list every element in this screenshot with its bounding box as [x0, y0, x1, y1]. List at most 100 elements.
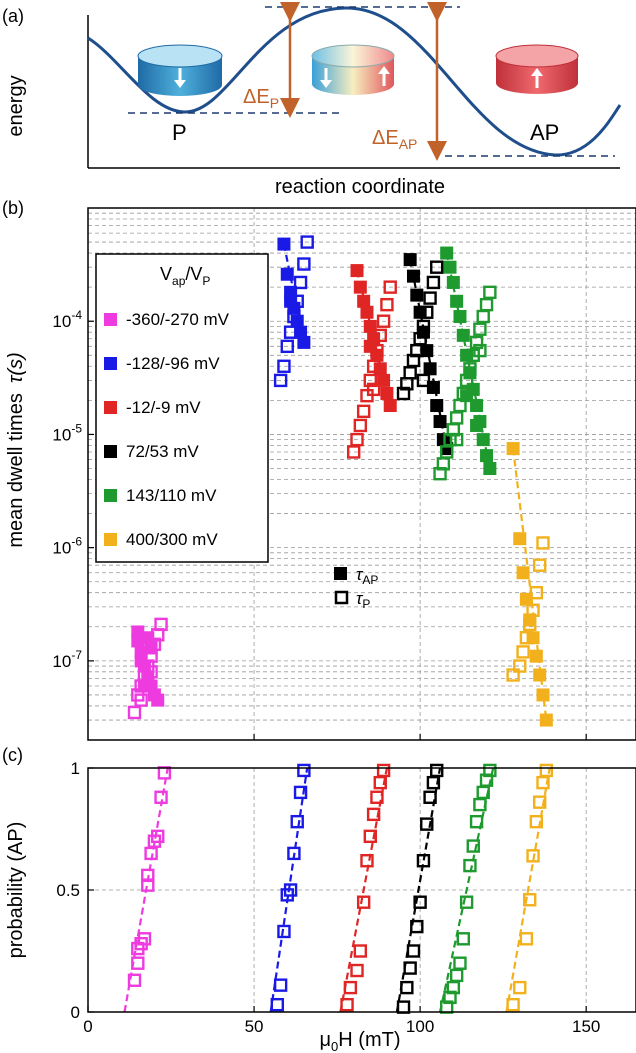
- prob-point-72-53-mv: [410, 919, 424, 934]
- prob-point-72-53-mv: [420, 817, 434, 831]
- prob-point-143-110-mv: [449, 968, 464, 983]
- prob-point-360-270-mv: [154, 790, 168, 804]
- tau-p-point-72-53-mv: [396, 386, 411, 401]
- tau-p-point-143-110-mv: [473, 343, 487, 358]
- prob-point-128-96-mv: [287, 846, 301, 861]
- prob-point-72-53-mv: [396, 1000, 411, 1014]
- prob-point-400-300-mv: [536, 775, 550, 790]
- tau-p-point-128-96-mv: [290, 294, 304, 308]
- legend-swatch-128-96-mv: [104, 357, 117, 370]
- tau-p-point-143-110-mv: [473, 322, 487, 336]
- tau-ap-point-128-96-mv: [277, 237, 291, 251]
- tau-p-point-72-53-mv: [420, 305, 434, 319]
- tau-p-point-143-110-mv: [476, 309, 490, 324]
- prob-point-360-270-mv: [137, 932, 152, 946]
- y-tick-label: 1: [71, 759, 80, 778]
- tau-p-point-143-110-mv: [439, 445, 454, 459]
- legend-swatch-72-53-mv: [104, 445, 117, 458]
- tau-ap-point-72-53-mv: [423, 362, 437, 376]
- fit-line-143-110-mv: [445, 252, 491, 469]
- tau-ap-point-72-53-mv: [433, 415, 447, 429]
- prob-point-400-300-mv: [506, 997, 520, 1012]
- panel-b-label: (b): [2, 198, 24, 218]
- prob-point-72-53-mv: [426, 775, 441, 790]
- tau-p-point-143-110-mv: [479, 297, 494, 312]
- tau-p-point-128-96-mv: [297, 257, 311, 271]
- barrier-p-label: ΔEP: [243, 86, 279, 111]
- tau-ap-point-400-300-mv: [536, 688, 550, 702]
- tau-p-point-400-300-mv: [536, 536, 550, 550]
- prob-point-400-300-mv: [523, 893, 537, 907]
- legend-swatch-360-270-mv: [104, 313, 117, 326]
- fit-line-400-300-mv: [512, 448, 548, 721]
- marker-legend: τAP τP: [334, 565, 378, 611]
- tau-ap-point-143-110-mv: [443, 260, 457, 274]
- tau-p-point-72-53-mv: [416, 373, 431, 388]
- tau-p-point-360-270-mv: [127, 705, 142, 720]
- tau-p-point-128-96-mv: [273, 373, 288, 388]
- prob-point-72-53-mv: [416, 854, 431, 868]
- tau-p-point-400-300-mv: [523, 617, 537, 632]
- tau-ap-point-72-53-mv: [410, 288, 424, 302]
- panel-c-ticks: 0 50 100 150 0 0.5 1: [56, 759, 600, 1036]
- tau-ap-point-72-53-mv: [403, 253, 417, 267]
- transition-state-disk: [311, 44, 395, 95]
- energy-curve: [87, 6, 622, 157]
- tau-p-point-12-9-mv: [380, 297, 394, 312]
- tau-ap-point-143-110-mv: [480, 449, 494, 463]
- prob-point-128-96-mv: [270, 997, 285, 1012]
- legend-swatch-400-300-mv: [104, 533, 117, 546]
- tau-p-point-72-53-mv: [430, 260, 444, 274]
- legend-entry-label: -128/-96 mV: [126, 354, 220, 373]
- tau-p-point-12-9-mv: [346, 445, 361, 459]
- tau-p-point-12-9-mv: [376, 314, 391, 328]
- tau-p-point-12-9-mv: [373, 328, 387, 343]
- panel-c-label: (c): [2, 745, 23, 765]
- tau-p-point-12-9-mv: [366, 359, 381, 373]
- fit-line-72-53-mv: [395, 767, 442, 1013]
- tau-ap-point-143-110-mv: [440, 246, 454, 260]
- tau-p-point-72-53-mv: [403, 366, 417, 380]
- prob-point-72-53-mv: [413, 895, 427, 909]
- tau-p-point-360-270-mv: [144, 665, 158, 679]
- prob-point-12-9-mv: [373, 775, 387, 790]
- y-tick-label: 10-6: [52, 535, 82, 558]
- prob-point-143-110-mv: [479, 773, 494, 787]
- tau-p-point-400-300-mv: [519, 631, 534, 645]
- tau-p-point-72-53-mv: [423, 291, 437, 305]
- tau-p-point-12-9-mv: [356, 404, 371, 419]
- y-tick-label: 10-5: [52, 421, 82, 444]
- tau-ap-point-12-9-mv: [353, 280, 367, 294]
- panel-a: energy reaction coordinate ΔEP ΔEAP P AP: [5, 2, 622, 198]
- prob-point-128-96-mv: [283, 883, 298, 897]
- prob-point-143-110-mv: [456, 932, 470, 946]
- legend-box: [95, 253, 269, 563]
- x-tick-label: 50: [245, 1017, 264, 1036]
- state-ap-label: AP: [530, 120, 559, 145]
- tau-p-point-72-53-mv: [416, 319, 431, 334]
- prob-point-12-9-mv: [360, 854, 374, 868]
- tau-p-point-12-9-mv: [350, 432, 364, 447]
- tau-p-point-143-110-mv: [483, 285, 497, 300]
- prob-point-12-9-mv: [370, 790, 384, 804]
- tau-ap-point-128-96-mv: [280, 267, 294, 281]
- tau-ap-point-400-300-mv: [539, 713, 553, 727]
- tau-p-point-360-270-mv: [134, 693, 148, 707]
- tau-p-point-360-270-mv: [154, 617, 168, 632]
- tau-ap-point-12-9-mv: [363, 319, 377, 333]
- prob-point-12-9-mv: [350, 963, 364, 978]
- marker-legend-tau-p: τP: [356, 589, 370, 611]
- tau-p-point-143-110-mv: [463, 362, 477, 376]
- prob-point-72-53-mv: [403, 961, 417, 975]
- marker-legend-tau-ap: τAP: [356, 565, 378, 587]
- legend-entry-label: 72/53 mV: [126, 442, 199, 461]
- prob-point-128-96-mv: [293, 785, 308, 800]
- fit-line-12-9-mv: [339, 767, 388, 1013]
- tau-ap-point-360-270-mv: [151, 693, 165, 707]
- prob-point-72-53-mv: [406, 944, 421, 958]
- prob-point-72-53-mv: [423, 790, 437, 804]
- legend-entry-label: -360/-270 mV: [126, 310, 230, 329]
- tau-p-point-12-9-mv: [353, 418, 368, 433]
- panel-b-frame: [87, 207, 636, 741]
- prob-point-143-110-mv: [443, 990, 457, 1005]
